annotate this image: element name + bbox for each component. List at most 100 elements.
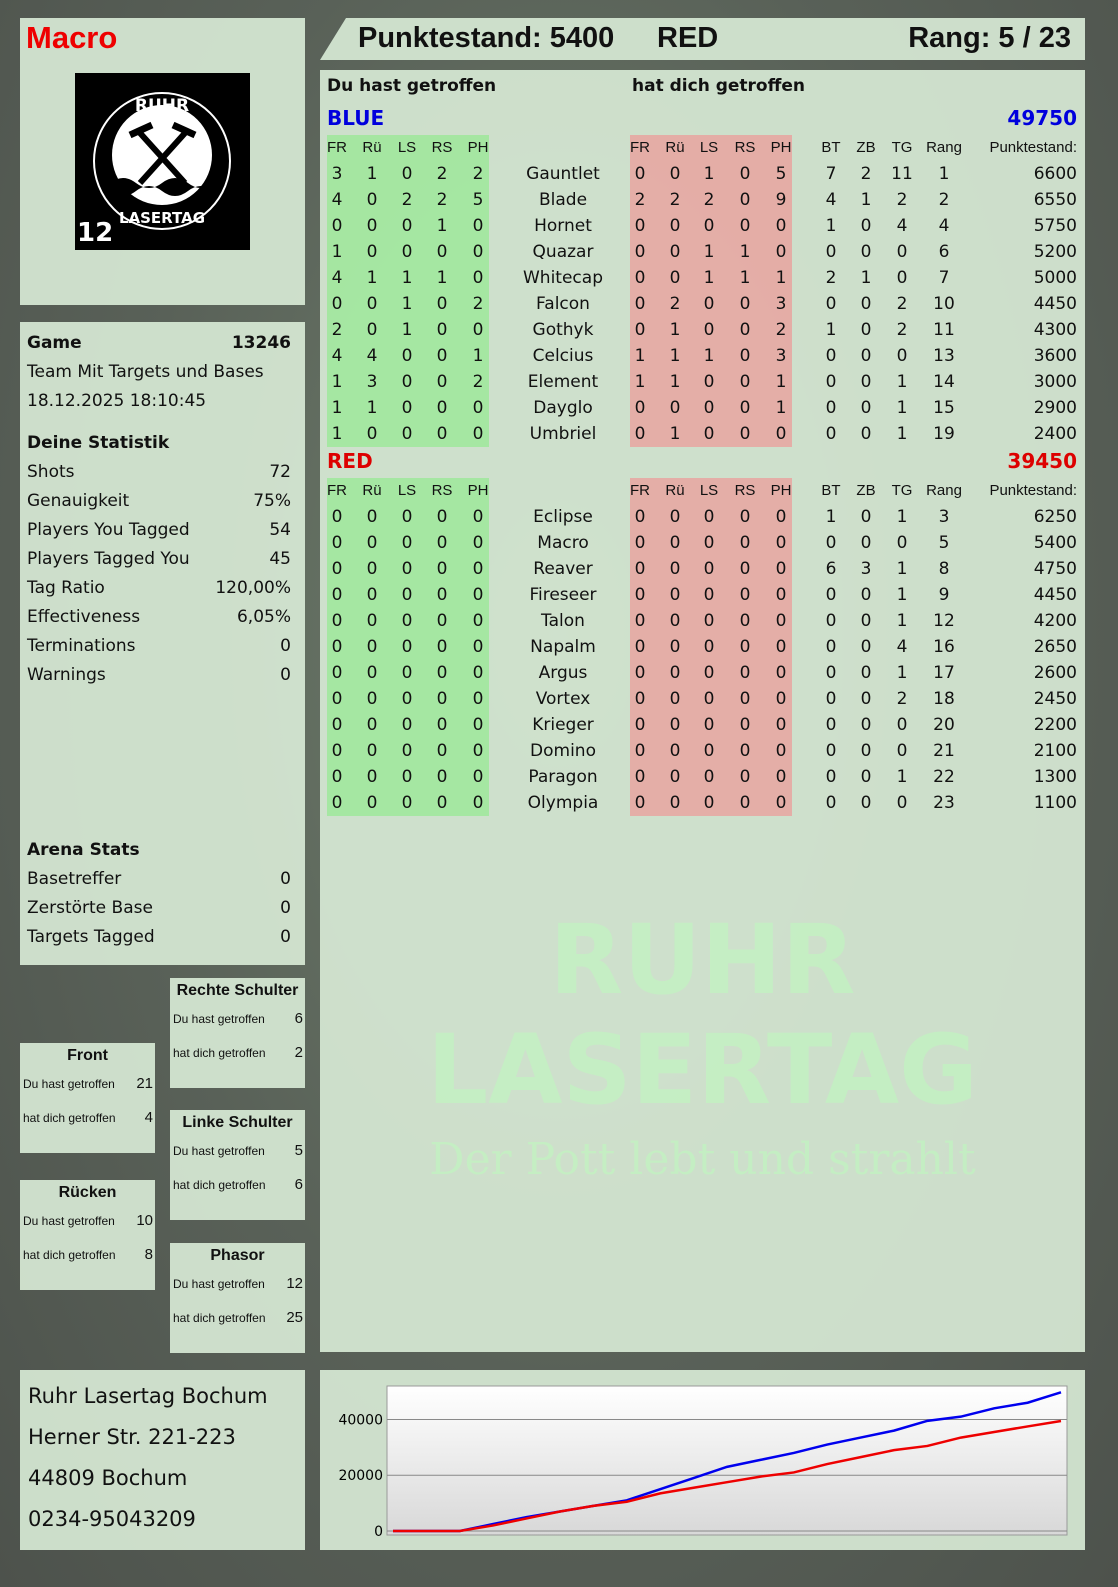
table-cell: 8 — [938, 559, 950, 579]
column-header: LS — [397, 139, 417, 156]
got-value: 6 — [294, 1176, 303, 1193]
stat-row-label: Terminations — [27, 635, 136, 656]
game-id: 13246 — [231, 332, 291, 353]
table-cell: 1 — [366, 268, 378, 288]
table-cell: 0 — [472, 637, 484, 657]
table-cell: 0 — [436, 533, 448, 553]
hitzone-title: Rechte Schulter — [176, 982, 299, 999]
column-header: ZB — [856, 482, 876, 499]
table-cell: 0 — [472, 216, 484, 236]
table-cell: 4450 — [1033, 294, 1077, 314]
table-cell: 1 — [896, 585, 908, 605]
table-cell: 0 — [896, 346, 908, 366]
table-cell: 0 — [436, 424, 448, 444]
table-cell: 4 — [366, 346, 378, 366]
stat-row-label: Genauigkeit — [27, 490, 130, 511]
team-score: 39450 — [1007, 449, 1077, 473]
table-cell: 3 — [775, 346, 787, 366]
table-cell: 0 — [472, 398, 484, 418]
table-cell: 0 — [669, 585, 681, 605]
table-cell: 1 — [331, 242, 343, 262]
table-cell: 0 — [825, 741, 837, 761]
table-cell: 0 — [775, 533, 787, 553]
table-cell: 0 — [775, 424, 787, 444]
table-cell: 0 — [825, 767, 837, 787]
series-line-blue — [393, 1391, 1062, 1533]
table-cell: 0 — [331, 294, 343, 314]
table-cell: 0 — [401, 715, 413, 735]
table-cell: 20 — [933, 715, 955, 735]
game-row: Game 13246 — [27, 328, 291, 357]
hitzone-front: Front Du hast getroffen 21 hat dich getroff… — [20, 1043, 155, 1153]
table-cell: 2900 — [1033, 398, 1077, 418]
table-cell: 1 — [331, 372, 343, 392]
table-cell: 4200 — [1033, 611, 1077, 631]
stat-row-label: Players Tagged You — [27, 548, 190, 569]
player-name-cell: Gauntlet — [526, 164, 600, 184]
column-header: BT — [821, 482, 841, 499]
table-cell: 2 — [896, 294, 908, 314]
table-cell: 0 — [775, 559, 787, 579]
column-header: PH — [770, 139, 792, 156]
table-cell: 0 — [703, 507, 715, 527]
table-cell: 0 — [634, 559, 646, 579]
table-cell: 4750 — [1033, 559, 1077, 579]
table-cell: 0 — [860, 585, 872, 605]
table-cell: 0 — [669, 559, 681, 579]
stats-title: Deine Statistik — [27, 432, 170, 453]
got-label: hat dich getroffen — [173, 1046, 266, 1060]
column-header: RS — [431, 139, 453, 156]
table-cell: 0 — [366, 320, 378, 340]
player-name-cell: Reaver — [533, 559, 593, 579]
address-phone: 0234-95043209 — [28, 1507, 196, 1531]
table-cell: 0 — [472, 559, 484, 579]
table-cell: 0 — [472, 424, 484, 444]
table-cell: 4 — [896, 637, 908, 657]
column-header: PH — [770, 482, 792, 499]
table-cell: 4300 — [1033, 320, 1077, 340]
table-cell: 2200 — [1033, 715, 1077, 735]
table-cell: 0 — [436, 663, 448, 683]
table-cell: 2 — [896, 320, 908, 340]
table-cell: 0 — [366, 663, 378, 683]
table-cell: 0 — [436, 741, 448, 761]
table-cell: 1 — [775, 372, 787, 392]
table-cell: 0 — [825, 663, 837, 683]
table-cell: 0 — [401, 346, 413, 366]
table-cell: 7 — [825, 164, 837, 184]
table-cell: 1 — [366, 164, 378, 184]
got-value: 25 — [286, 1309, 303, 1326]
table-cell: 0 — [401, 741, 413, 761]
table-cell: 0 — [634, 663, 646, 683]
table-cell: 0 — [825, 533, 837, 553]
got-value: 2 — [294, 1044, 303, 1061]
table-cell: 2 — [401, 190, 413, 210]
table-cell: 1 — [825, 507, 837, 527]
team-label: RED — [657, 22, 719, 54]
table-cell: 1 — [472, 346, 484, 366]
table-cell: 1 — [634, 346, 646, 366]
table-cell: 0 — [366, 741, 378, 761]
player-name-cell: Macro — [537, 533, 589, 553]
table-cell: 0 — [739, 663, 751, 683]
table-cell: 0 — [739, 533, 751, 553]
table-cell: 0 — [775, 216, 787, 236]
table-cell: 0 — [669, 398, 681, 418]
stat-row-value: 0 — [280, 664, 291, 685]
table-cell: 0 — [739, 507, 751, 527]
arena-row-label: Zerstörte Base — [27, 897, 153, 918]
table-cell: 0 — [472, 268, 484, 288]
table-cell: 1 — [739, 268, 751, 288]
table-cell: 0 — [860, 320, 872, 340]
table-cell: 0 — [739, 767, 751, 787]
table-cell: 0 — [775, 585, 787, 605]
player-name-cell: Dayglo — [533, 398, 593, 418]
table-cell: 1 — [436, 216, 448, 236]
table-cell: 0 — [401, 372, 413, 392]
table-cell: 0 — [703, 533, 715, 553]
table-cell: 21 — [933, 741, 955, 761]
table-cell: 0 — [739, 611, 751, 631]
table-cell: 19 — [933, 424, 955, 444]
table-cell: 0 — [366, 294, 378, 314]
table-cell: 1 — [860, 190, 872, 210]
